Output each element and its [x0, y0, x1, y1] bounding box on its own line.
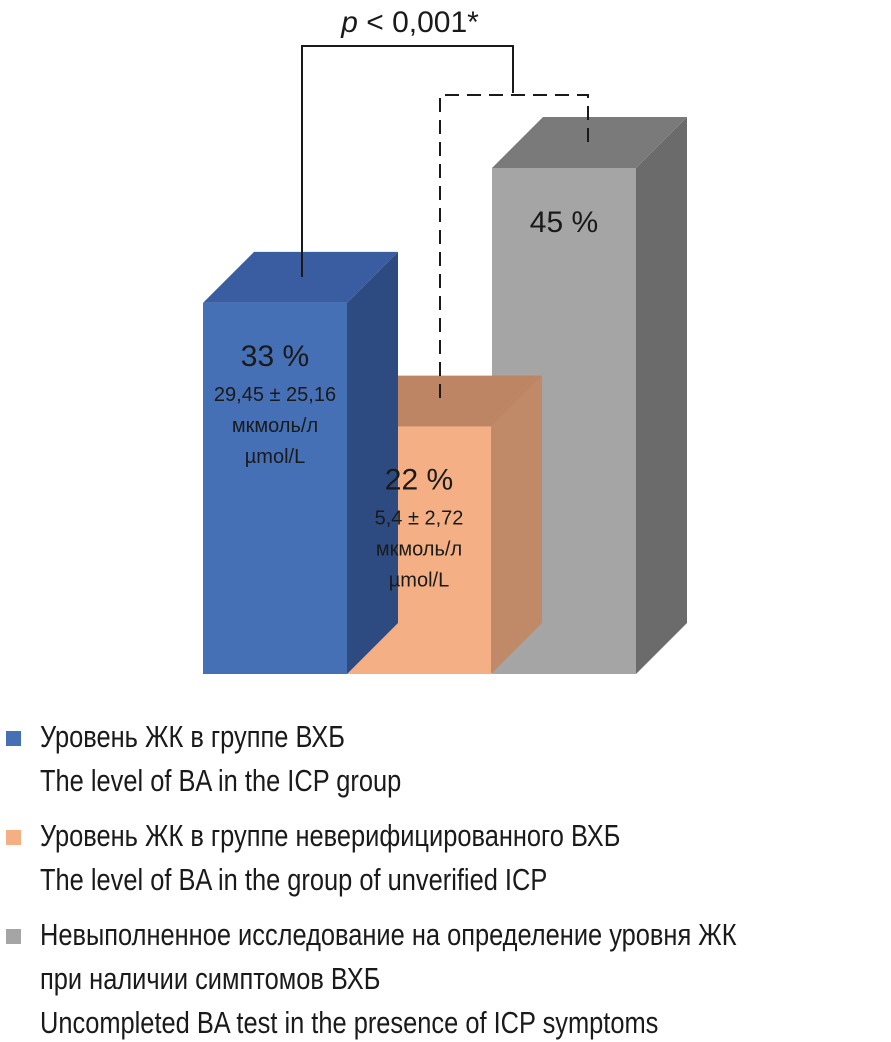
legend-label-line: Невыполненное исследование на определени…	[40, 917, 737, 952]
legend-label-line: The level of BA in the ICP group	[40, 763, 402, 798]
significance-bracket-dashed	[439, 94, 589, 398]
bar-icp-detail-2: мкмоль/л	[232, 415, 318, 437]
bar-icp-side	[347, 251, 398, 674]
bar-uncompleted-top	[492, 117, 687, 168]
legend-label-line: Уровень ЖК в группе неверифицированного …	[40, 818, 621, 853]
bar-icp-detail-1: 29,45 ± 25,16	[214, 384, 336, 406]
bar-uncompleted-side	[636, 117, 687, 674]
significance-bracket-solid	[301, 45, 514, 277]
bar-unverified-detail-3: µmol/L	[389, 570, 449, 592]
bar-icp-detail-3: µmol/L	[245, 446, 305, 468]
legend-swatch	[6, 731, 21, 746]
legend-swatch	[6, 929, 21, 944]
bar-unverified-side	[491, 375, 542, 674]
significance-label: p < 0,001*	[340, 6, 479, 39]
legend-swatch	[6, 830, 21, 845]
bar-unverified-detail-2: мкмоль/л	[376, 539, 462, 561]
legend-label-line: Уровень ЖК в группе ВХБ	[40, 719, 345, 754]
bar-icp-front	[203, 302, 347, 674]
legend-label-line: Uncompleted BA test in the presence of I…	[40, 1005, 659, 1040]
bar-icp-top	[203, 251, 398, 303]
legend-label-line: при наличии симптомов ВХБ	[40, 961, 381, 996]
bar-chart: 33 % 29,45 ± 25,16 мкмоль/л µmol/L 22 % 5,4 ±…	[203, 6, 687, 674]
legend-label-line: The level of BA in the group of unverifi…	[40, 862, 548, 897]
p-symbol: p	[340, 6, 358, 39]
bar-icp-percent-label: 33 %	[241, 340, 309, 373]
bar-unverified-percent-label: 22 %	[385, 464, 453, 497]
bar-unverified-detail-1: 5,4 ± 2,72	[375, 508, 464, 530]
p-value: < 0,001*	[358, 6, 479, 39]
bar-uncompleted-percent-label: 45 %	[530, 206, 598, 239]
bar-icp	[203, 251, 398, 674]
